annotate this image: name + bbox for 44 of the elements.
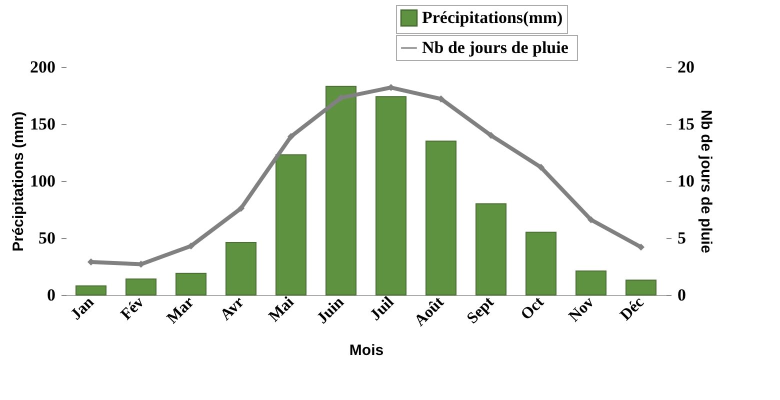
y-tick-label: 200	[30, 58, 56, 76]
bar	[576, 270, 606, 296]
x-tick-label: Jan	[68, 294, 98, 324]
point	[587, 216, 595, 224]
bar	[276, 154, 306, 296]
bar	[76, 285, 106, 296]
point	[637, 244, 645, 251]
point	[237, 204, 245, 212]
x-tick-label: Fév	[118, 294, 148, 324]
x-tick-label: Juin	[314, 294, 348, 328]
bar	[126, 278, 156, 296]
y2-tick-label: 0	[678, 286, 686, 304]
bar	[426, 140, 456, 296]
legend-label: Précipitations(mm)	[422, 8, 563, 27]
bar	[476, 203, 506, 296]
x-tick-label: Nov	[566, 294, 598, 326]
y2-tick-label: 15	[678, 114, 694, 134]
x-tick-label: Mar	[164, 294, 198, 328]
x-tick-label: Déc	[617, 294, 648, 324]
x-tick-label: Mai	[266, 293, 298, 326]
bar	[626, 280, 656, 296]
x-tick-label: Avr	[217, 294, 248, 324]
bar	[226, 242, 256, 296]
legend-label: Nb de jours de pluie	[422, 38, 569, 57]
point	[537, 164, 545, 171]
y2-axis-title: Nb de jours de pluie	[698, 110, 714, 254]
bar	[326, 86, 356, 296]
bar	[526, 232, 556, 296]
bar	[376, 96, 406, 296]
y2-tick-label: 10	[678, 172, 694, 190]
y2-tick-label: 20	[678, 58, 694, 76]
x-tick-label: Juil	[367, 293, 398, 324]
point	[487, 132, 495, 139]
y2-tick-label: 5	[678, 228, 686, 248]
point	[287, 133, 295, 140]
y-axis-title: Précipitations (mm)	[10, 111, 27, 252]
y-tick-label: 50	[38, 228, 56, 248]
bar	[176, 272, 206, 296]
y-tick-label: 0	[47, 286, 56, 304]
y-tick-label: 100	[30, 172, 56, 190]
x-tick-label: Oct	[518, 293, 548, 324]
y-tick-label: 150	[30, 114, 56, 134]
x-axis-title: Mois	[349, 342, 384, 360]
x-tick-label: Sept	[464, 293, 498, 328]
